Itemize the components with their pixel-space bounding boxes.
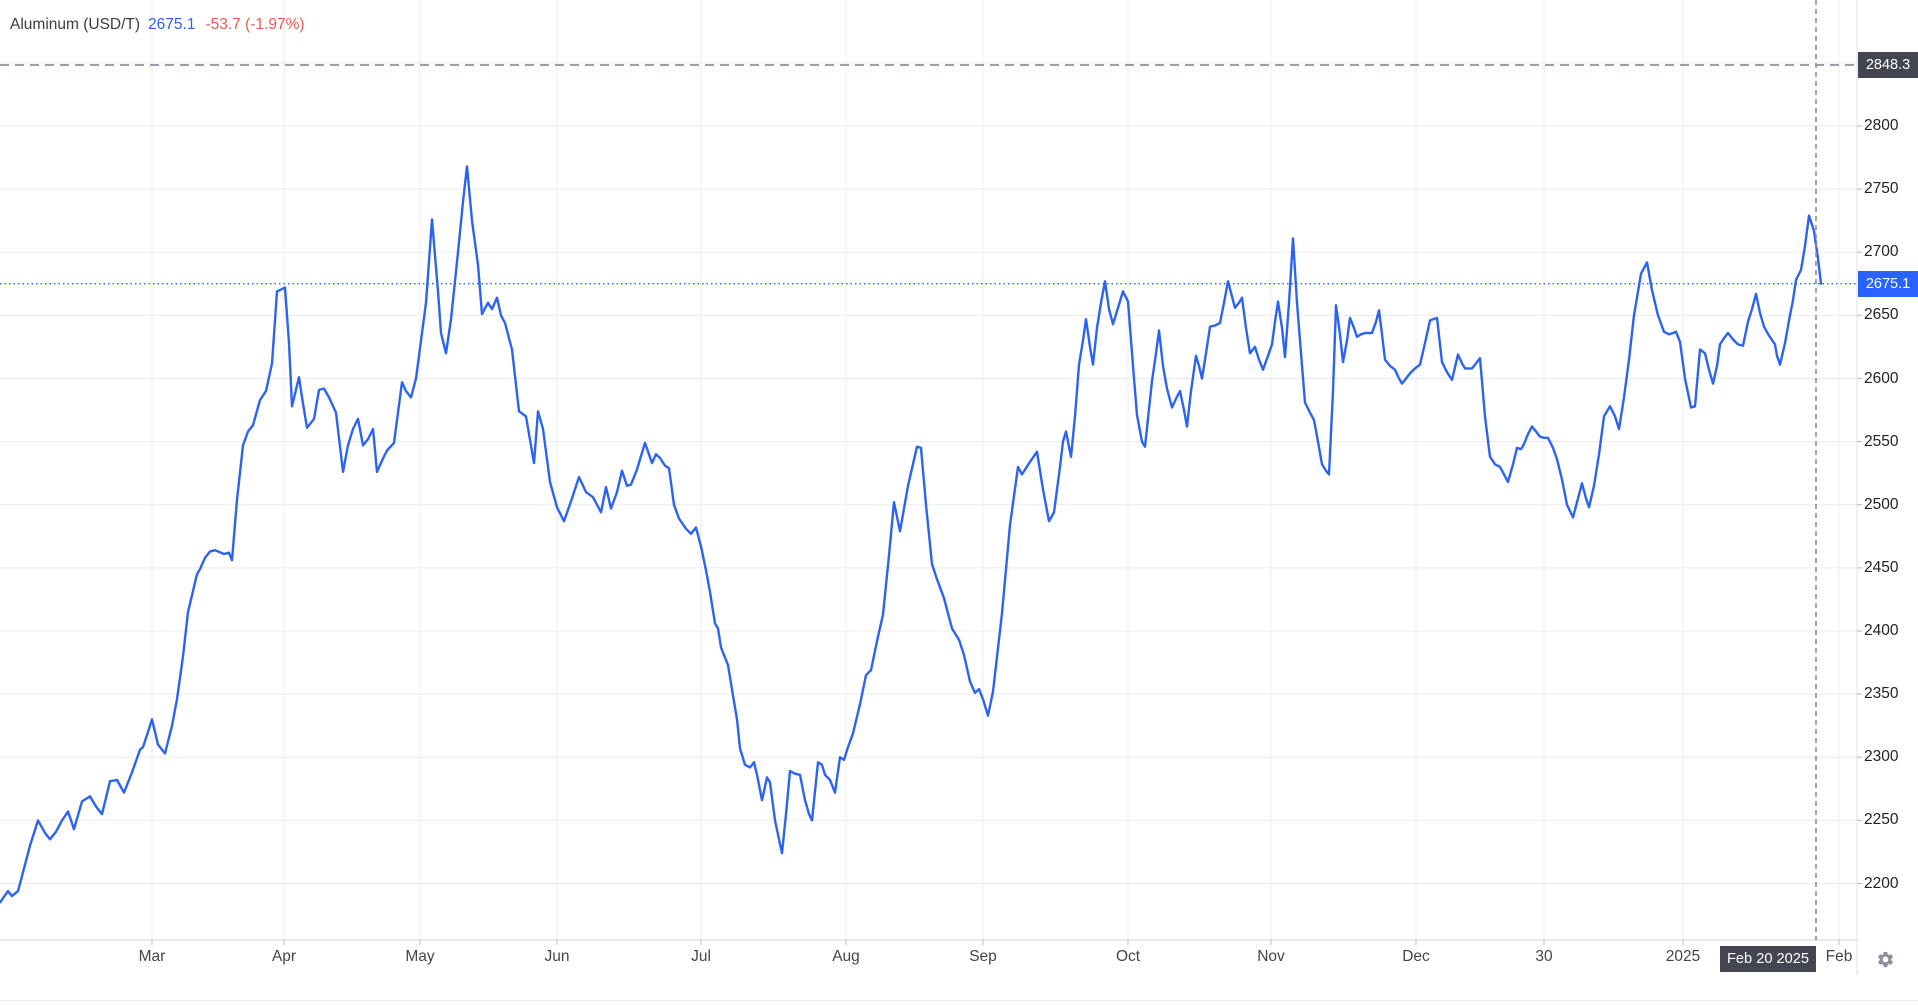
y-axis-label: 2250 (1864, 811, 1899, 829)
y-axis-label: 2700 (1864, 243, 1899, 261)
x-axis-label: Jul (691, 948, 711, 965)
y-axis-label: 2750 (1864, 180, 1899, 198)
price-line-series (0, 165, 1823, 904)
symbol-title: Aluminum (USD/T) (10, 16, 141, 33)
symbol-last-price: 2675.1 (148, 16, 196, 33)
gear-icon (1878, 951, 1893, 968)
y-axis-label: 2450 (1864, 558, 1899, 576)
y-axis-label: 2500 (1864, 495, 1899, 513)
symbol-change: -53.7 (-1.97%) (205, 16, 305, 33)
x-axis-label: Sep (969, 948, 997, 965)
x-axis-label: Apr (271, 948, 297, 965)
y-axis-label: 2800 (1864, 117, 1899, 134)
y-axis-label: 2650 (1864, 306, 1899, 324)
x-axis-label: Aug (832, 948, 860, 965)
x-axis-label: Feb (1825, 948, 1853, 965)
y-axis-label: 2400 (1864, 622, 1899, 639)
widget-bottom-border (0, 1000, 1918, 1001)
y-axis-label: 2550 (1864, 432, 1899, 450)
x-axis-label: May (405, 948, 435, 965)
axis-settings-button[interactable] (1876, 950, 1901, 975)
y-axis-label: 2200 (1864, 874, 1899, 892)
x-axis-label: Oct (1115, 948, 1141, 965)
x-axis-label: Jun (544, 948, 570, 965)
y-axis-label: 2300 (1864, 748, 1899, 766)
x-axis-label: 2025 (1665, 948, 1701, 965)
x-axis-label: 30 (1535, 948, 1553, 965)
y-axis[interactable] (1857, 0, 1918, 940)
y-axis-label: 2600 (1864, 369, 1899, 387)
x-axis-label: Nov (1257, 948, 1285, 965)
ath-price-label: 2848.3 (1858, 52, 1918, 79)
symbol-header: Aluminum (USD/T) 2675.1 -53.7 (-1.97%) (10, 16, 305, 34)
crosshair-date-tooltip: Feb 20 2025 (1720, 946, 1816, 972)
last-price-label: 2675.1 (1858, 270, 1918, 297)
x-axis-label: Mar (138, 948, 166, 965)
y-axis-label: 2350 (1864, 685, 1899, 703)
x-axis-label: Dec (1402, 948, 1430, 965)
